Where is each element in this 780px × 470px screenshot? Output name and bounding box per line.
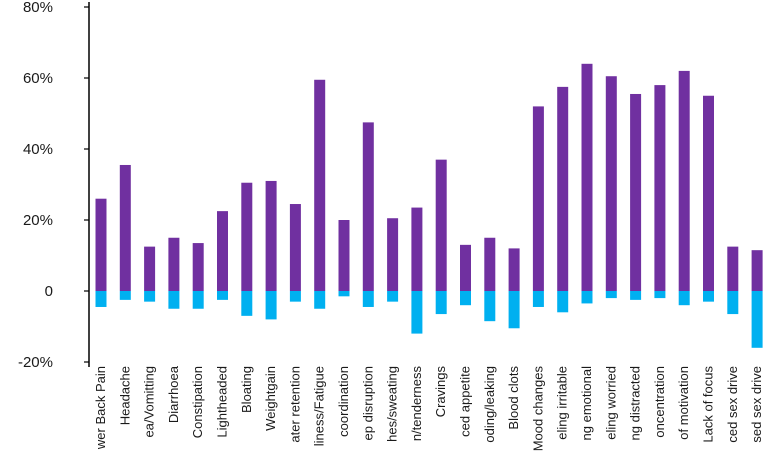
- negative-bar: [703, 291, 714, 302]
- x-category-label: Diarrhoea: [166, 365, 181, 423]
- negative-bar: [289, 291, 301, 302]
- positive-bar: [119, 164, 131, 291]
- x-category-label: ced sex drive: [725, 366, 740, 443]
- x-category-label: Constipation: [190, 366, 205, 438]
- x-category-label: Lightheaded: [215, 366, 230, 438]
- x-category-label: Headache: [117, 366, 132, 425]
- negative-bar: [435, 291, 447, 315]
- negative-bar: [119, 291, 131, 300]
- positive-bar: [338, 220, 350, 291]
- x-category-label: oding/leaking: [482, 366, 497, 443]
- negative-bar: [484, 291, 496, 322]
- negative-bar: [727, 291, 739, 315]
- positive-bar: [654, 85, 666, 291]
- positive-bar: [484, 237, 496, 291]
- positive-bar: [605, 76, 617, 291]
- negative-bar: [630, 291, 642, 300]
- positive-bar: [460, 244, 471, 291]
- positive-bar: [387, 218, 399, 291]
- negative-bar: [605, 291, 617, 299]
- negative-bar: [144, 291, 156, 302]
- negative-bar: [581, 291, 593, 304]
- positive-bar: [557, 86, 569, 291]
- positive-bar: [362, 122, 374, 291]
- y-tick-label: -20%: [18, 354, 53, 371]
- positive-bar: [144, 246, 156, 291]
- negative-bar: [532, 291, 544, 307]
- positive-bar: [703, 95, 714, 291]
- negative-bar: [387, 291, 399, 302]
- positive-bar: [411, 207, 423, 291]
- positive-bar: [678, 70, 690, 292]
- x-category-label: oncentration: [652, 366, 667, 438]
- positive-bar: [168, 237, 180, 291]
- y-tick-label: 40%: [23, 141, 53, 158]
- x-category-label: coordination: [336, 366, 351, 437]
- negative-bar: [314, 291, 326, 309]
- negative-bar: [460, 291, 471, 306]
- x-category-label: n/tenderness: [409, 366, 424, 442]
- x-category-label: Lack of focus: [701, 366, 716, 443]
- y-tick-label: 60%: [23, 70, 53, 87]
- positive-bar: [265, 180, 277, 291]
- positive-bar: [289, 204, 301, 291]
- positive-bar: [314, 79, 326, 292]
- x-category-label: hes/sweating: [385, 366, 400, 442]
- negative-bar: [678, 291, 690, 306]
- negative-bar: [654, 291, 666, 299]
- positive-bar: [217, 211, 228, 291]
- y-ticks: -20% 0 20% 40% 60% 80%: [18, 0, 89, 371]
- negative-bar: [168, 291, 180, 309]
- x-category-label: ng distracted: [628, 366, 643, 440]
- negative-bar: [362, 291, 374, 307]
- positive-bar: [581, 63, 593, 291]
- positive-bar: [508, 248, 520, 291]
- negative-bar: [192, 291, 204, 309]
- x-category-label: ced appetite: [458, 366, 473, 437]
- x-category-label: eling irritable: [555, 366, 570, 440]
- positive-bar: [727, 246, 739, 291]
- y-tick-label: 0: [45, 283, 53, 300]
- negative-bar: [411, 291, 423, 334]
- bars: [95, 63, 763, 348]
- x-category-label: eling worried: [603, 366, 618, 440]
- x-category-label: Mood changes: [530, 366, 545, 452]
- x-category-label: ng emotional: [579, 366, 594, 441]
- x-category-label: ep disruption: [360, 366, 375, 440]
- x-category-label: of motivation: [676, 366, 691, 440]
- positive-bar: [241, 182, 253, 291]
- x-category-label: wer Back Pain: [93, 366, 108, 450]
- x-category-label: liness/Fatigue: [312, 366, 327, 446]
- x-category-label: Weightgain: [263, 366, 278, 431]
- negative-bar: [338, 291, 350, 297]
- x-labels: wer Back Pain Headache ea/Vomitting Diarrho…: [93, 365, 764, 451]
- x-category-label: Bloating: [239, 366, 254, 413]
- negative-bar: [241, 291, 253, 316]
- x-category-label: ea/Vomitting: [142, 366, 157, 438]
- positive-bar: [192, 243, 204, 291]
- x-category-label: Blood clots: [506, 366, 521, 430]
- negative-bar: [95, 291, 107, 307]
- negative-bar: [508, 291, 520, 329]
- positive-bar: [630, 93, 642, 291]
- x-category-label: ater retention: [287, 366, 302, 443]
- positive-bar: [532, 106, 544, 292]
- negative-bar: [265, 291, 277, 320]
- negative-bar: [751, 291, 763, 348]
- y-tick-label: 80%: [23, 0, 53, 16]
- positive-bar: [435, 159, 447, 291]
- x-category-label: Cravings: [433, 366, 448, 418]
- y-tick-label: 20%: [23, 212, 53, 229]
- negative-bar: [557, 291, 569, 313]
- positive-bar: [751, 250, 763, 291]
- positive-bar: [95, 198, 107, 291]
- negative-bar: [217, 291, 228, 300]
- x-category-label: sed sex drive: [749, 366, 764, 443]
